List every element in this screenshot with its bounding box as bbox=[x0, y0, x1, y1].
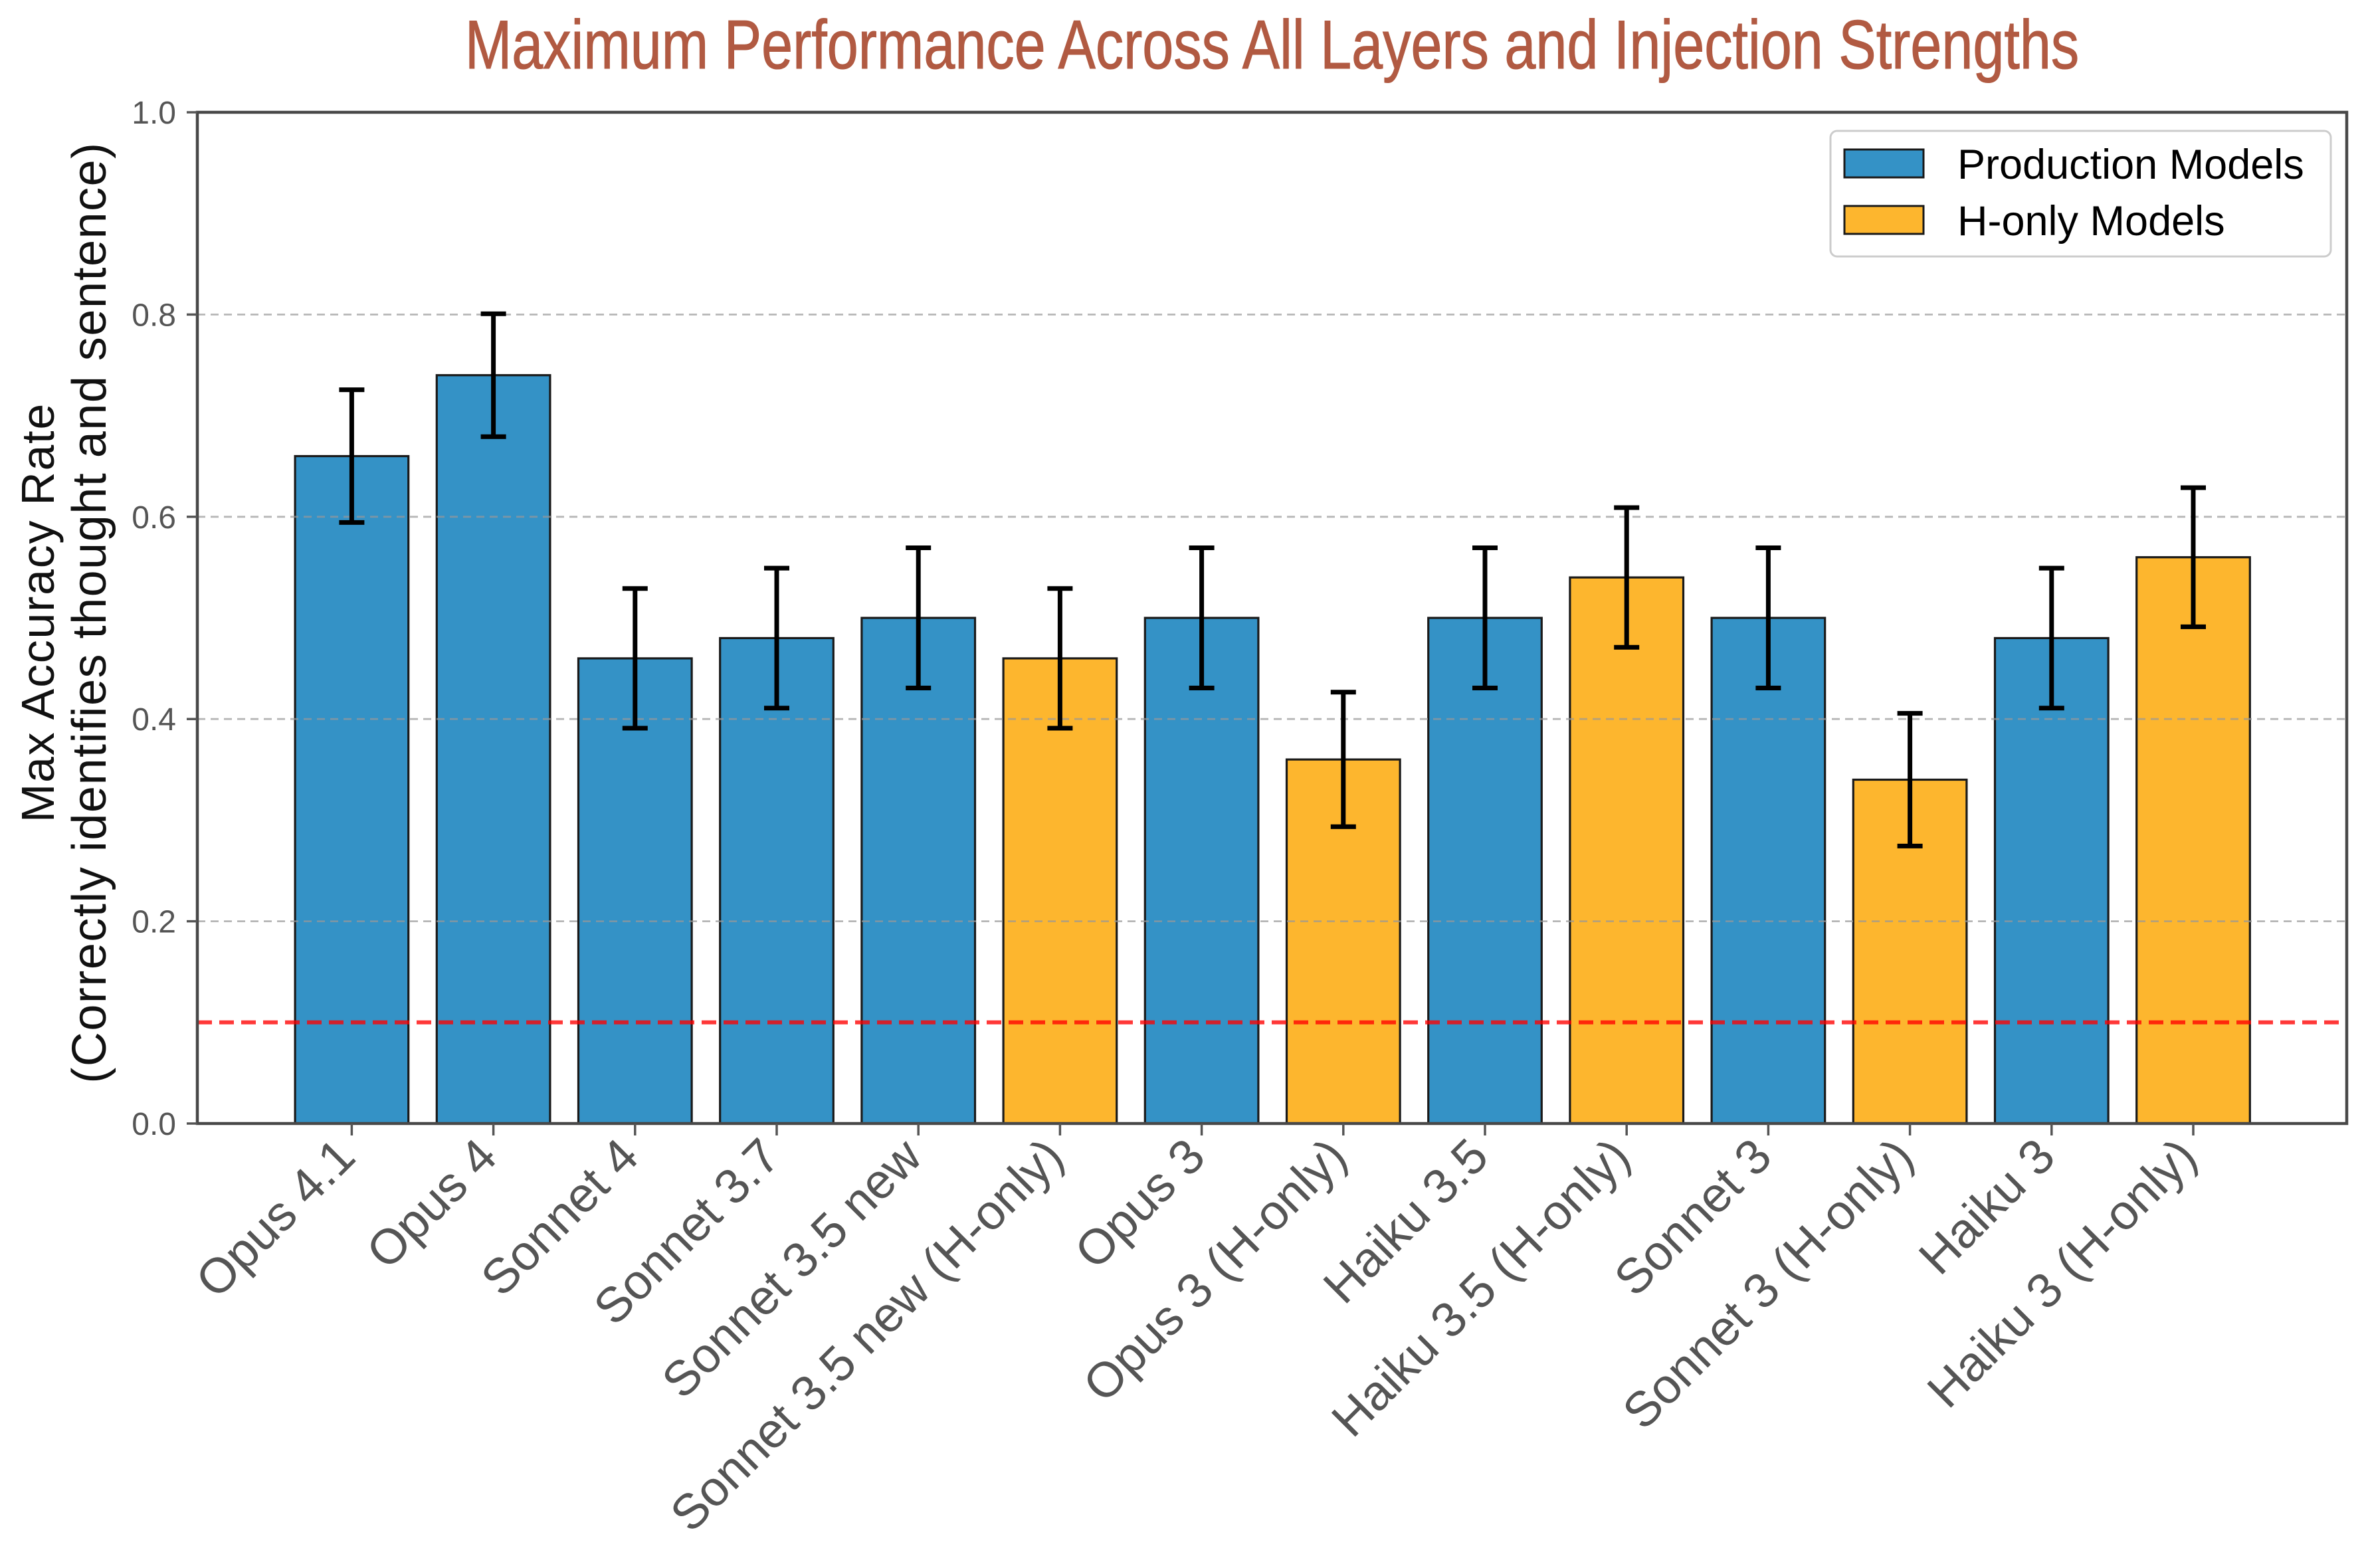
svg-text:1.0: 1.0 bbox=[132, 96, 176, 131]
svg-text:0.6: 0.6 bbox=[132, 500, 176, 536]
svg-text:0.4: 0.4 bbox=[132, 702, 176, 737]
svg-text:0.2: 0.2 bbox=[132, 905, 176, 940]
svg-text:0.8: 0.8 bbox=[132, 298, 176, 333]
svg-text:Maximum Performance Across All: Maximum Performance Across All Layers an… bbox=[465, 7, 2079, 84]
svg-text:(Correctly identifies thought: (Correctly identifies thought and senten… bbox=[63, 142, 116, 1083]
svg-text:Max Accuracy Rate: Max Accuracy Rate bbox=[12, 403, 64, 823]
svg-text:0.0: 0.0 bbox=[132, 1107, 176, 1142]
svg-text:Production Models: Production Models bbox=[1957, 142, 2304, 188]
svg-text:H-only Models: H-only Models bbox=[1957, 198, 2225, 245]
